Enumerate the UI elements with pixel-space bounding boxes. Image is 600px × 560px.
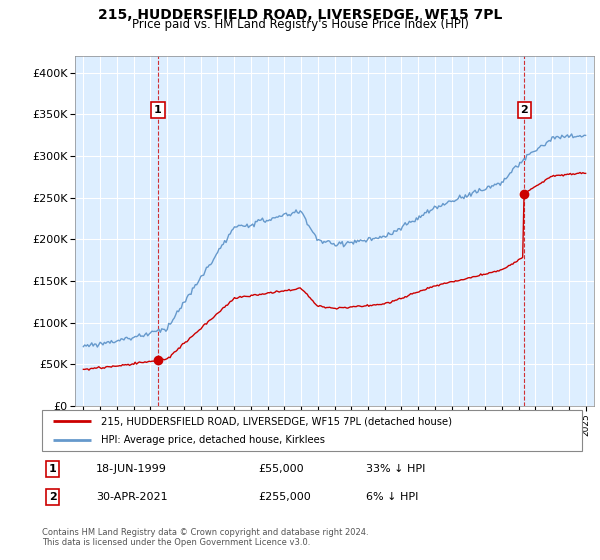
Text: 30-APR-2021: 30-APR-2021 xyxy=(96,492,167,502)
Text: £255,000: £255,000 xyxy=(258,492,311,502)
Text: 1: 1 xyxy=(154,105,162,115)
Text: 215, HUDDERSFIELD ROAD, LIVERSEDGE, WF15 7PL (detached house): 215, HUDDERSFIELD ROAD, LIVERSEDGE, WF15… xyxy=(101,417,452,426)
Text: Price paid vs. HM Land Registry's House Price Index (HPI): Price paid vs. HM Land Registry's House … xyxy=(131,18,469,31)
Text: £55,000: £55,000 xyxy=(258,464,304,474)
Text: Contains HM Land Registry data © Crown copyright and database right 2024.
This d: Contains HM Land Registry data © Crown c… xyxy=(42,528,368,547)
Text: 1: 1 xyxy=(49,464,56,474)
FancyBboxPatch shape xyxy=(42,410,582,451)
Text: 33% ↓ HPI: 33% ↓ HPI xyxy=(366,464,425,474)
Text: 6% ↓ HPI: 6% ↓ HPI xyxy=(366,492,418,502)
Text: 2: 2 xyxy=(520,105,528,115)
Text: 2: 2 xyxy=(49,492,56,502)
Text: HPI: Average price, detached house, Kirklees: HPI: Average price, detached house, Kirk… xyxy=(101,435,325,445)
Text: 18-JUN-1999: 18-JUN-1999 xyxy=(96,464,167,474)
Text: 215, HUDDERSFIELD ROAD, LIVERSEDGE, WF15 7PL: 215, HUDDERSFIELD ROAD, LIVERSEDGE, WF15… xyxy=(98,8,502,22)
